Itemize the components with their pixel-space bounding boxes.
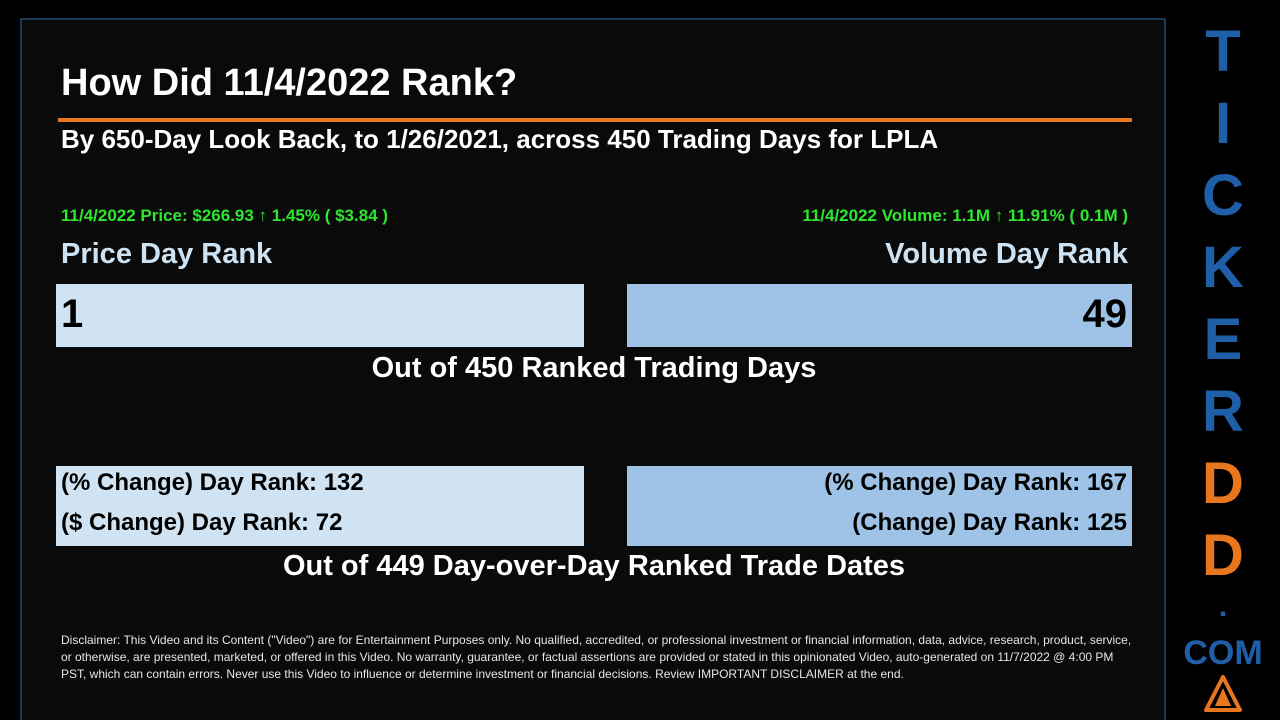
volume-change-rank: (Change) Day Rank: 125 bbox=[852, 509, 1127, 536]
brand-letter-d1: D bbox=[1202, 451, 1244, 516]
volume-rank-bar: 49 bbox=[627, 284, 1132, 347]
brand-vertical-logo: T I C K E R D D . COM bbox=[1178, 19, 1268, 673]
content-panel bbox=[20, 18, 1166, 720]
brand-com: COM bbox=[1183, 634, 1263, 672]
price-rank-bar: 1 bbox=[56, 284, 584, 347]
ranked-dates-caption: Out of 449 Day-over-Day Ranked Trade Dat… bbox=[282, 550, 906, 582]
brand-letter-i: I bbox=[1214, 91, 1232, 156]
disclaimer-text: Disclaimer: This Video and its Content (… bbox=[61, 633, 1132, 681]
page-title: How Did 11/4/2022 Rank? bbox=[61, 62, 518, 104]
volume-change-box: (% Change) Day Rank: 167 (Change) Day Ra… bbox=[627, 466, 1132, 546]
brand-dot: . bbox=[1218, 590, 1228, 623]
price-stat: 11/4/2022 Price: $266.93 ↑ 1.45% ( $3.84… bbox=[61, 206, 389, 225]
ranked-days-caption: Out of 450 Ranked Trading Days bbox=[371, 352, 817, 384]
volume-rank-label: Volume Day Rank bbox=[885, 238, 1128, 270]
price-rank-label: Price Day Rank bbox=[61, 238, 273, 270]
price-rank-value: 1 bbox=[61, 292, 84, 336]
volume-rank-value: 49 bbox=[1082, 292, 1128, 336]
title-divider bbox=[58, 118, 1132, 122]
brand-letter-k: K bbox=[1202, 235, 1244, 300]
brand-letter-c: C bbox=[1202, 163, 1244, 228]
price-dollar-change-rank: ($ Change) Day Rank: 72 bbox=[61, 509, 343, 536]
price-pct-change-rank: (% Change) Day Rank: 132 bbox=[61, 469, 364, 496]
brand-letter-t: T bbox=[1205, 19, 1241, 84]
page-subtitle: By 650-Day Look Back, to 1/26/2021, acro… bbox=[61, 124, 939, 154]
warning-triangle-icon bbox=[1204, 675, 1242, 712]
brand-letter-r: R bbox=[1202, 379, 1244, 444]
brand-letter-d2: D bbox=[1202, 523, 1244, 588]
volume-pct-change-rank: (% Change) Day Rank: 167 bbox=[824, 469, 1127, 496]
volume-stat: 11/4/2022 Volume: 1.1M ↑ 11.91% ( 0.1M ) bbox=[802, 206, 1128, 225]
brand-letter-e: E bbox=[1203, 307, 1243, 372]
price-change-box: (% Change) Day Rank: 132 ($ Change) Day … bbox=[56, 466, 584, 546]
